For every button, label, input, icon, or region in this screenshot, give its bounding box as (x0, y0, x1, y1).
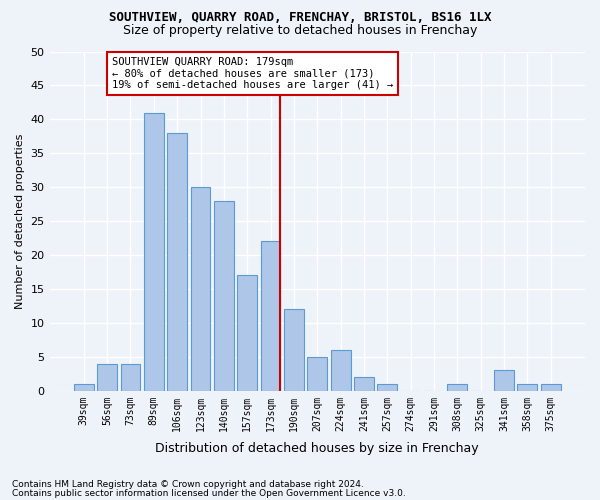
Bar (331, 350, 350, 391)
Bar (284, 310, 304, 391)
Bar (541, 384, 560, 391)
Text: Contains HM Land Registry data © Crown copyright and database right 2024.: Contains HM Land Registry data © Crown c… (12, 480, 364, 489)
Text: SOUTHVIEW, QUARRY ROAD, FRENCHAY, BRISTOL, BS16 1LX: SOUTHVIEW, QUARRY ROAD, FRENCHAY, BRISTO… (109, 11, 491, 24)
Bar (144, 112, 164, 391)
Bar (214, 201, 234, 391)
Bar (191, 187, 211, 391)
X-axis label: Distribution of detached houses by size in Frenchay: Distribution of detached houses by size … (155, 442, 479, 455)
Bar (354, 377, 374, 391)
Text: SOUTHVIEW QUARRY ROAD: 179sqm
← 80% of detached houses are smaller (173)
19% of : SOUTHVIEW QUARRY ROAD: 179sqm ← 80% of d… (112, 57, 393, 90)
Bar (121, 364, 140, 391)
Bar (377, 384, 397, 391)
Bar (97, 364, 117, 391)
Bar (307, 357, 327, 391)
Text: Size of property relative to detached houses in Frenchay: Size of property relative to detached ho… (123, 24, 477, 37)
Bar (167, 133, 187, 391)
Bar (238, 276, 257, 391)
Bar (260, 242, 280, 391)
Text: Contains public sector information licensed under the Open Government Licence v3: Contains public sector information licen… (12, 488, 406, 498)
Bar (494, 370, 514, 391)
Bar (448, 384, 467, 391)
Bar (517, 384, 538, 391)
Y-axis label: Number of detached properties: Number of detached properties (15, 134, 25, 309)
Bar (74, 384, 94, 391)
